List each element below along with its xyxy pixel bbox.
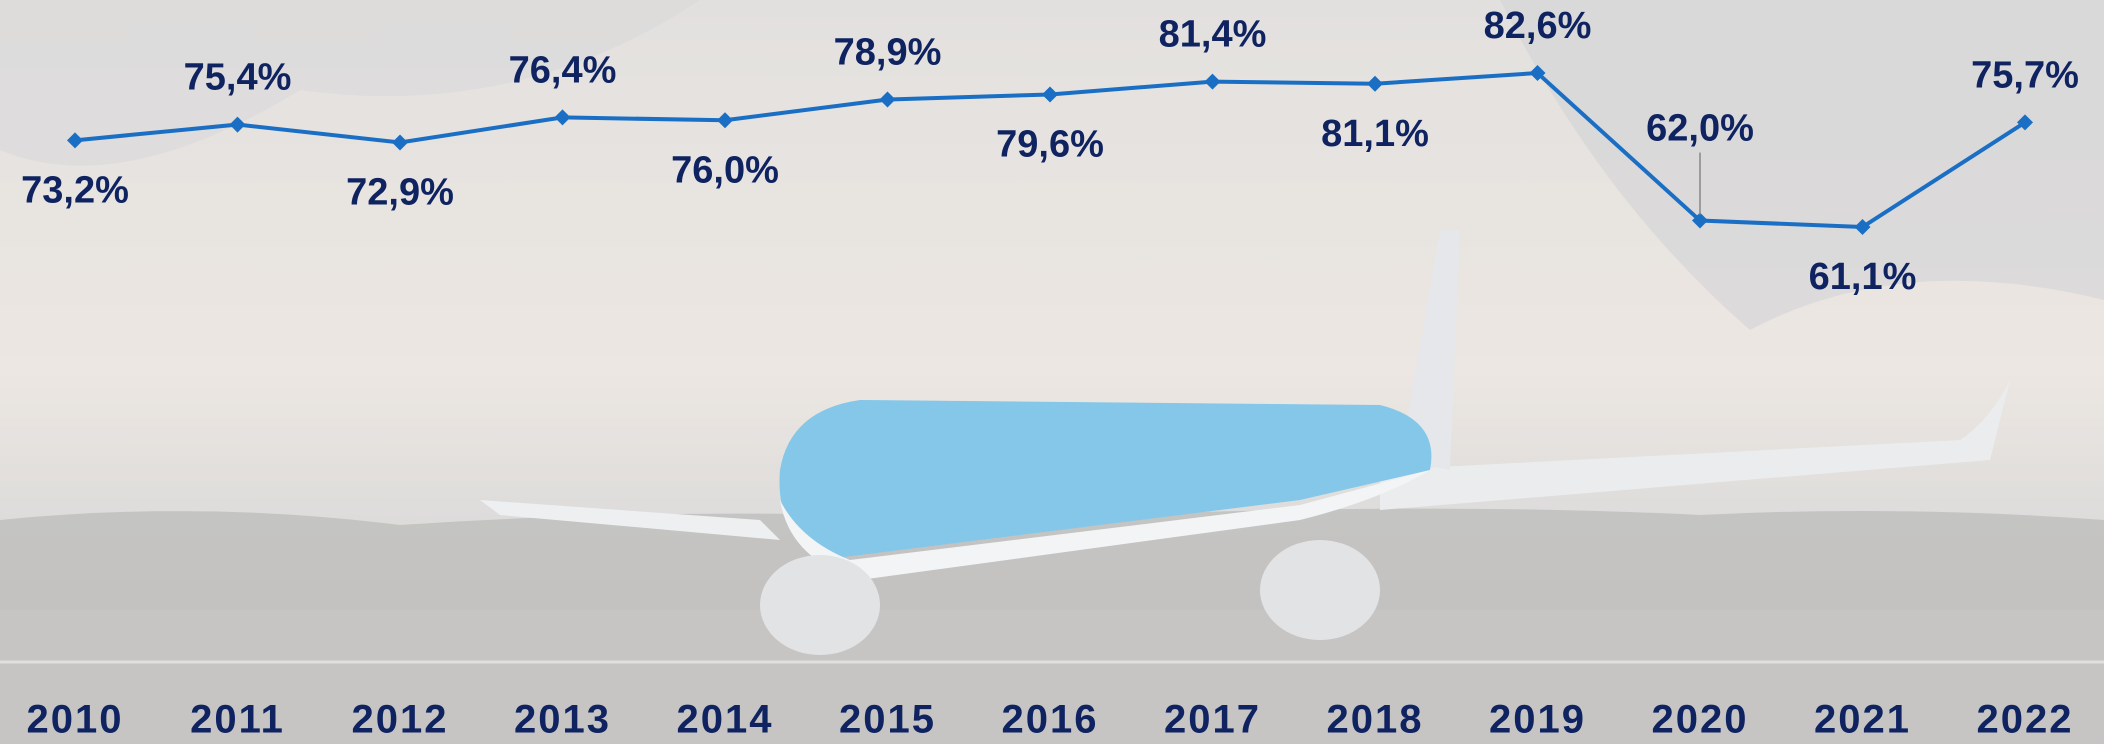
- marker: [1042, 86, 1058, 103]
- x-tick-label: 2012: [352, 698, 449, 742]
- x-tick-label: 2017: [1164, 698, 1261, 742]
- data-label: 61,1%: [1809, 256, 1917, 298]
- data-label: 72,9%: [346, 172, 454, 214]
- plane-body: [779, 400, 1432, 560]
- x-tick-label: 2014: [677, 698, 774, 742]
- cloud: [0, 0, 700, 166]
- x-tick-label: 2016: [1002, 698, 1099, 742]
- marker: [1529, 65, 1546, 81]
- x-tick-label: 2013: [514, 698, 611, 742]
- x-tick-label: 2022: [1977, 698, 2074, 742]
- data-label: 78,9%: [834, 32, 942, 74]
- treeline: [0, 508, 2104, 620]
- data-label: 73,2%: [21, 169, 129, 211]
- x-tick-label: 2015: [839, 698, 936, 742]
- data-label: 79,6%: [996, 124, 1104, 166]
- data-label: 75,4%: [184, 57, 292, 99]
- plane-tail: [1400, 230, 1460, 470]
- plane-wing: [480, 500, 780, 540]
- data-label: 81,1%: [1321, 113, 1429, 155]
- x-tick-label: 2018: [1327, 698, 1424, 742]
- x-tick-label: 2011: [190, 698, 285, 742]
- marker: [1367, 75, 1383, 92]
- data-label: 62,0%: [1646, 108, 1754, 150]
- marker: [1854, 219, 1871, 235]
- plane-belly: [780, 470, 1430, 580]
- marker: [229, 116, 246, 133]
- cloud: [1500, 0, 2104, 330]
- marker: [554, 109, 571, 126]
- data-label: 76,0%: [671, 149, 779, 191]
- marker: [879, 91, 896, 108]
- x-tick-label: 2020: [1652, 698, 1749, 742]
- data-label: 82,6%: [1484, 5, 1592, 47]
- marker: [1204, 73, 1221, 90]
- marker: [67, 132, 83, 149]
- x-tick-label: 2021: [1814, 698, 1911, 742]
- marker: [717, 112, 733, 129]
- marker: [1692, 212, 1708, 229]
- x-tick-label: 2019: [1489, 698, 1586, 742]
- marker: [2017, 114, 2033, 131]
- data-label: 76,4%: [509, 49, 617, 91]
- data-label: 81,4%: [1159, 14, 1267, 56]
- plane-engine: [1260, 540, 1380, 640]
- runway: [0, 610, 2104, 744]
- plane-wing: [1380, 380, 2010, 510]
- plane-engine: [760, 555, 880, 655]
- x-tick-label: 2010: [27, 698, 124, 742]
- marker: [392, 134, 408, 151]
- data-label: 75,7%: [1971, 54, 2079, 96]
